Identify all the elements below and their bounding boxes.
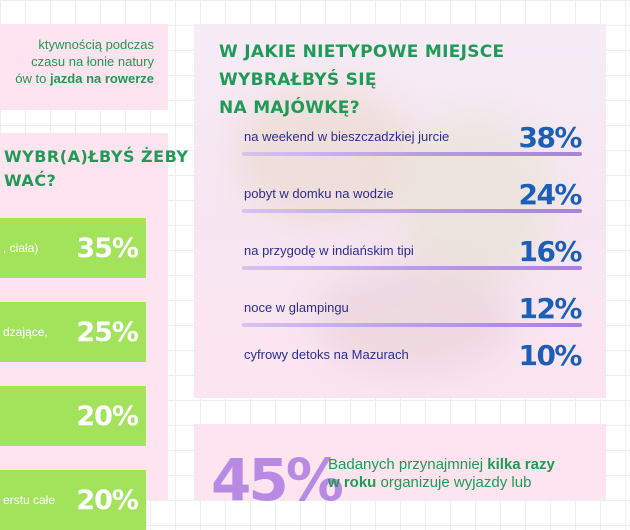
answer-row: pobyt w domku na wodzie 24% [242, 173, 582, 213]
answer-label: na przygodę w indiańskim tipi [244, 243, 414, 258]
bottom-text-2: organizuje wyjazdy lub [376, 474, 532, 491]
bottom-text-bold2: w roku [328, 474, 377, 491]
main-question-title: W JAKIE NIETYPOWE MIEJSCE WYBRAŁBYŚ SIĘ … [219, 38, 599, 122]
answer-row: cyfrowy detoks na Mazurach 10% [242, 334, 582, 374]
answer-label: cyfrowy detoks na Mazurach [244, 347, 409, 362]
left-bar-2: dzające, 25% [0, 302, 146, 362]
left-top-text: ktywnością podczas czasu na łonie natury… [0, 36, 154, 87]
bottom-stat-card [194, 424, 606, 500]
main-question-card: W JAKIE NIETYPOWE MIEJSCE WYBRAŁBYŚ SIĘ … [194, 24, 606, 398]
left-top-card: ktywnością podczas czasu na łonie natury… [0, 24, 168, 110]
bottom-text-bold: kilka razy [487, 456, 555, 473]
background-photo-blob [394, 114, 554, 284]
answer-pct: 12% [518, 292, 582, 325]
answer-label: noce w glampingu [244, 300, 349, 315]
answer-label: pobyt w domku na wodzie [244, 186, 394, 201]
answer-pct: 38% [518, 121, 582, 154]
bottom-text-1: Badanych przynajmniej [328, 456, 488, 473]
left-top-line1: ktywnością podczas [38, 37, 154, 52]
left-bar-2-text: dzające, [3, 325, 48, 339]
answer-underline [242, 323, 582, 327]
answer-row: na weekend w bieszczadzkiej jurcie 38% [242, 116, 582, 156]
left-bar-2-pct: 25% [76, 316, 139, 348]
left-bar-4-pct: 20% [76, 484, 139, 516]
bottom-stat-text: Badanych przynajmniej kilka razy w roku … [328, 456, 588, 492]
answer-underline [242, 209, 582, 213]
answer-underline [242, 266, 582, 270]
left-bar-4-text: erstu całe [3, 493, 56, 507]
answer-label: na weekend w bieszczadzkiej jurcie [244, 129, 450, 144]
answer-row: noce w glampingu 12% [242, 287, 582, 327]
left-question-title: WYBR(A)ŁBYŚ ŻEBY WAĆ? [4, 145, 188, 193]
left-top-line3-bold: jazda na rowerze [49, 71, 154, 86]
answer-pct: 24% [518, 178, 582, 211]
left-question-line2: WAĆ? [4, 171, 57, 190]
left-bar-1-pct: 35% [76, 232, 139, 264]
bottom-big-percentage: 45% [211, 446, 344, 514]
left-question-line1: WYBR(A)ŁBYŚ ŻEBY [4, 147, 189, 166]
background-photo-blob [314, 264, 514, 374]
answer-underline [242, 152, 582, 156]
left-top-line2: czasu na łonie natury [31, 54, 154, 69]
left-bar-1-text: , ciała) [3, 241, 39, 255]
main-title-line1: W JAKIE NIETYPOWE MIEJSCE WYBRAŁBYŚ SIĘ [219, 42, 505, 90]
answer-pct: 10% [518, 339, 582, 372]
answer-row: na przygodę w indiańskim tipi 16% [242, 230, 582, 270]
left-bar-4: erstu całe 20% [0, 470, 146, 530]
answer-pct: 16% [518, 235, 582, 268]
left-bar-3: 20% [0, 386, 146, 446]
left-top-line3-prefix: ów to [15, 71, 50, 86]
main-title-line2: NA MAJÓWKĘ? [219, 98, 360, 118]
left-bar-3-pct: 20% [76, 400, 139, 432]
left-bar-1: , ciała) 35% [0, 218, 146, 278]
